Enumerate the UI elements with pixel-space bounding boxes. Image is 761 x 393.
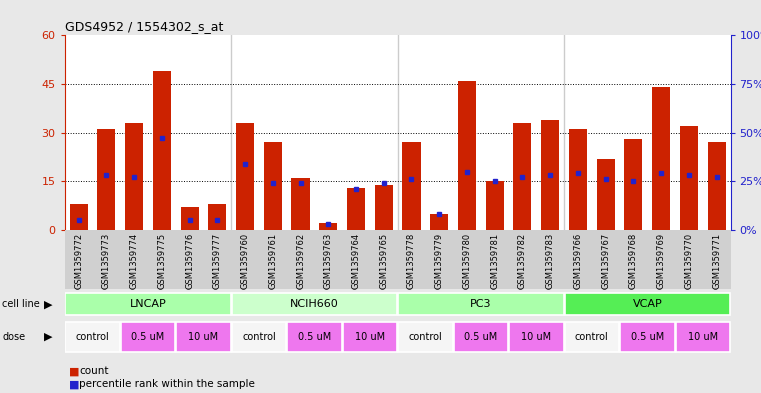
Bar	[180, 207, 199, 230]
Text: GSM1359762: GSM1359762	[296, 233, 305, 289]
Bar	[509, 321, 564, 353]
Bar	[209, 204, 226, 230]
Text: 10 uM: 10 uM	[521, 332, 552, 342]
Text: VCAP: VCAP	[632, 299, 662, 309]
Text: control: control	[409, 332, 442, 342]
Bar	[398, 293, 564, 316]
Bar	[620, 321, 674, 353]
Text: 0.5 uM: 0.5 uM	[631, 332, 664, 342]
Text: GSM1359768: GSM1359768	[629, 233, 638, 289]
Text: ▶: ▶	[44, 332, 53, 342]
Text: GSM1359773: GSM1359773	[102, 233, 111, 289]
Bar	[597, 158, 615, 230]
Text: GSM1359766: GSM1359766	[574, 233, 582, 289]
Bar	[236, 123, 254, 230]
Bar	[486, 181, 504, 230]
Text: 10 uM: 10 uM	[355, 332, 385, 342]
Bar	[177, 321, 231, 353]
Bar	[569, 129, 587, 230]
Text: GSM1359765: GSM1359765	[379, 233, 388, 289]
Text: GSM1359777: GSM1359777	[213, 233, 221, 289]
Text: 0.5 uM: 0.5 uM	[132, 332, 164, 342]
Text: GSM1359770: GSM1359770	[684, 233, 693, 289]
Text: GSM1359764: GSM1359764	[352, 233, 361, 289]
Text: GSM1359779: GSM1359779	[435, 233, 444, 289]
Text: ▶: ▶	[44, 299, 53, 309]
Text: PC3: PC3	[470, 299, 492, 309]
Text: GSM1359781: GSM1359781	[490, 233, 499, 289]
Bar	[347, 188, 365, 230]
Text: control: control	[575, 332, 609, 342]
Bar	[454, 321, 508, 353]
Text: 0.5 uM: 0.5 uM	[464, 332, 498, 342]
Text: percentile rank within the sample: percentile rank within the sample	[79, 379, 255, 389]
Bar	[514, 123, 531, 230]
Bar	[65, 293, 231, 316]
Text: 10 uM: 10 uM	[188, 332, 218, 342]
Bar	[708, 142, 726, 230]
Text: control: control	[242, 332, 275, 342]
Bar	[652, 87, 670, 230]
Text: LNCAP: LNCAP	[129, 299, 167, 309]
Bar	[264, 142, 282, 230]
Bar	[125, 123, 143, 230]
Bar	[287, 321, 342, 353]
Bar	[625, 139, 642, 230]
Text: GSM1359769: GSM1359769	[657, 233, 666, 289]
Bar	[121, 321, 175, 353]
Bar	[541, 119, 559, 230]
Bar	[97, 129, 116, 230]
Text: 0.5 uM: 0.5 uM	[298, 332, 331, 342]
Bar	[153, 71, 170, 230]
Text: GSM1359774: GSM1359774	[129, 233, 139, 289]
Text: ■: ■	[68, 366, 79, 376]
Bar	[430, 214, 448, 230]
Text: GSM1359780: GSM1359780	[463, 233, 472, 289]
Bar	[403, 142, 421, 230]
Text: GSM1359771: GSM1359771	[712, 233, 721, 289]
Bar	[291, 178, 310, 230]
Text: GSM1359775: GSM1359775	[158, 233, 167, 289]
Text: GSM1359761: GSM1359761	[269, 233, 277, 289]
Text: cell line: cell line	[2, 299, 40, 309]
Bar	[342, 321, 397, 353]
Text: dose: dose	[2, 332, 25, 342]
Bar	[676, 321, 730, 353]
Text: GSM1359760: GSM1359760	[240, 233, 250, 289]
Bar	[231, 293, 397, 316]
Bar	[458, 81, 476, 230]
Bar	[565, 321, 619, 353]
Text: GDS4952 / 1554302_s_at: GDS4952 / 1554302_s_at	[65, 20, 223, 33]
Bar	[680, 126, 698, 230]
Bar	[65, 321, 119, 353]
Bar	[374, 184, 393, 230]
Bar	[231, 321, 286, 353]
Text: ■: ■	[68, 379, 79, 389]
Text: GSM1359763: GSM1359763	[323, 233, 333, 289]
Text: GSM1359767: GSM1359767	[601, 233, 610, 289]
Bar	[69, 204, 88, 230]
Text: GSM1359783: GSM1359783	[546, 233, 555, 289]
Bar	[398, 321, 453, 353]
Text: count: count	[79, 366, 109, 376]
Text: control: control	[75, 332, 110, 342]
Text: NCIH660: NCIH660	[290, 299, 339, 309]
Text: GSM1359778: GSM1359778	[407, 233, 416, 289]
Bar	[565, 293, 730, 316]
Text: 10 uM: 10 uM	[688, 332, 718, 342]
Text: GSM1359772: GSM1359772	[74, 233, 83, 289]
Bar	[320, 223, 337, 230]
Text: GSM1359776: GSM1359776	[185, 233, 194, 289]
Text: GSM1359782: GSM1359782	[518, 233, 527, 289]
